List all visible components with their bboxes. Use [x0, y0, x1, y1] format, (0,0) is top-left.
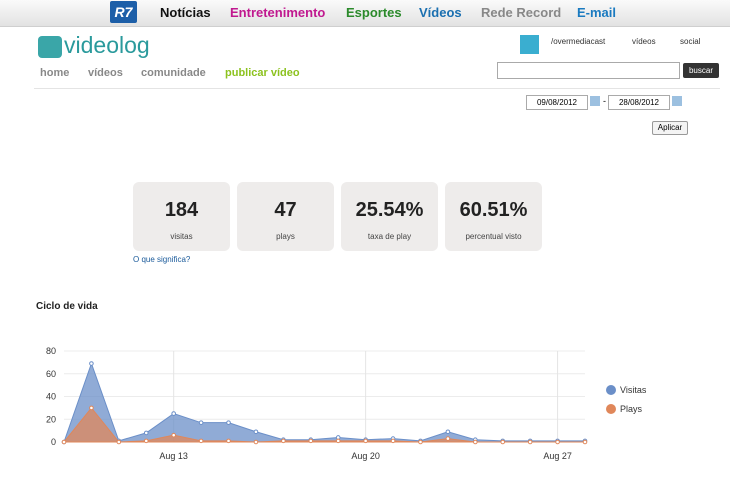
y-tick-label: 0	[51, 437, 56, 447]
point	[335, 438, 341, 444]
point	[500, 439, 506, 445]
apply-button[interactable]: Aplicar	[652, 121, 688, 135]
calendar-icon[interactable]	[590, 96, 600, 106]
account-menu[interactable]: /overmediacast	[551, 37, 606, 46]
avatar[interactable]	[520, 35, 539, 54]
stat-value: 184	[164, 199, 199, 221]
site-nav-link[interactable]: publicar vídeo	[225, 67, 300, 79]
area	[63, 362, 586, 443]
point	[418, 439, 423, 445]
search-input[interactable]	[497, 62, 680, 79]
stat-label: plays	[276, 232, 295, 241]
x-tick-label: Aug 13	[159, 451, 188, 461]
stat-card: 60.51% percentual visto	[445, 182, 542, 251]
point	[198, 420, 204, 425]
nav-link[interactable]: Entretenimento	[230, 5, 326, 20]
point	[473, 439, 478, 445]
legend-label: Visitas	[620, 385, 647, 395]
point	[527, 439, 533, 445]
point	[390, 438, 396, 444]
point	[198, 438, 204, 444]
point	[281, 438, 286, 444]
search-button[interactable]: buscar	[683, 63, 719, 78]
stat-label: visitas	[170, 232, 193, 241]
help-link[interactable]: O que significa?	[133, 255, 191, 264]
site-nav-link[interactable]: vídeos	[88, 67, 123, 79]
legend-label: Plays	[620, 404, 643, 414]
point	[582, 439, 588, 445]
chart: 0 20 40 60 80 Aug 13 Aug 20 Aug 27 Visitas Plays	[46, 346, 647, 461]
y-tick-label: 60	[46, 369, 56, 379]
point	[445, 436, 451, 441]
point	[89, 361, 94, 366]
y-tick-label: 20	[46, 414, 56, 424]
date-from[interactable]: 09/08/2012	[526, 95, 588, 110]
section-title: Ciclo de vida	[36, 301, 98, 312]
y-tick-label: 80	[46, 346, 56, 356]
nav-link[interactable]: Rede Record	[481, 5, 562, 20]
point	[555, 439, 560, 445]
date-to[interactable]: 28/08/2012	[608, 95, 670, 110]
stat-value: 47	[274, 199, 297, 221]
point	[171, 411, 176, 416]
point	[253, 429, 259, 435]
nav-link[interactable]: Vídeos	[419, 5, 462, 20]
divider	[34, 88, 720, 89]
stat-card: 47 plays	[237, 182, 334, 251]
point	[308, 438, 314, 444]
nav-link[interactable]: E-mail	[577, 5, 617, 20]
x-tick-label: Aug 20	[351, 451, 380, 461]
site-logo[interactable]: videolog	[64, 32, 150, 58]
point	[363, 438, 368, 444]
point	[89, 405, 94, 411]
separator: -	[603, 96, 606, 106]
logo-icon	[38, 36, 62, 58]
point	[226, 438, 231, 444]
calendar-icon[interactable]	[672, 96, 682, 106]
menu[interactable]: social	[680, 37, 701, 46]
stat-value: 60.51%	[459, 199, 528, 221]
point	[253, 439, 259, 445]
legend-marker	[606, 404, 616, 414]
stat-card: 184 visitas	[133, 182, 230, 251]
legend-marker	[606, 385, 616, 395]
stat-value: 25.54%	[355, 199, 424, 221]
y-tick-label: 40	[46, 392, 56, 402]
stat-label: percentual visto	[465, 232, 522, 241]
r7-logo[interactable]: R7	[110, 1, 137, 23]
point	[143, 430, 149, 436]
point	[226, 420, 231, 425]
menu[interactable]: vídeos	[632, 37, 656, 46]
point	[143, 438, 149, 444]
nav-link[interactable]: Esportes	[346, 5, 402, 20]
stat-card: 25.54% taxa de play	[341, 182, 438, 251]
site-nav-link[interactable]: comunidade	[141, 67, 206, 79]
point	[61, 439, 67, 445]
point	[116, 439, 122, 445]
point	[171, 432, 176, 438]
site-nav-link[interactable]: home	[40, 67, 70, 79]
point	[445, 429, 451, 435]
x-tick-label: Aug 27	[543, 451, 572, 461]
stat-label: taxa de play	[367, 232, 412, 241]
nav-link[interactable]: Notícias	[160, 5, 211, 20]
